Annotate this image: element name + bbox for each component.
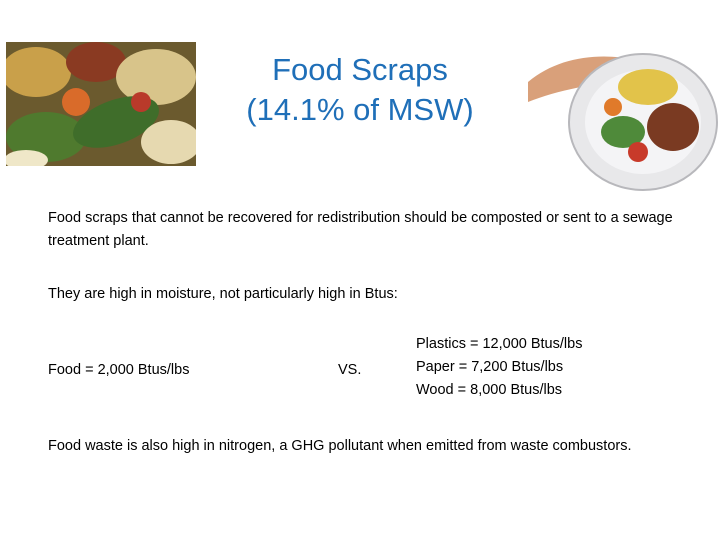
slide-title: Food Scraps (14.1% of MSW) — [200, 50, 520, 130]
comparison-vs: VS. — [338, 362, 362, 378]
paragraph: Food scraps that cannot be recovered for… — [48, 210, 673, 249]
comparison-right: Plastics = 12,000 Btus/lbs Paper = 7,200… — [416, 333, 582, 402]
title-line: Food Scraps — [272, 52, 448, 87]
paragraph: Food waste is also high in nitrogen, a G… — [48, 438, 632, 454]
comparison-item: Plastics = 12,000 Btus/lbs — [416, 336, 583, 352]
comparison-item: Paper = 7,200 Btus/lbs — [416, 359, 564, 375]
paragraph: They are high in moisture, not particula… — [48, 286, 398, 302]
comparison-left: Food = 2,000 Btus/lbs — [48, 362, 190, 378]
plate-image — [528, 53, 718, 191]
food-scraps-image — [6, 42, 196, 166]
title-line: (14.1% of MSW) — [246, 92, 474, 127]
comparison-item: Wood = 8,000 Btus/lbs — [416, 382, 563, 398]
